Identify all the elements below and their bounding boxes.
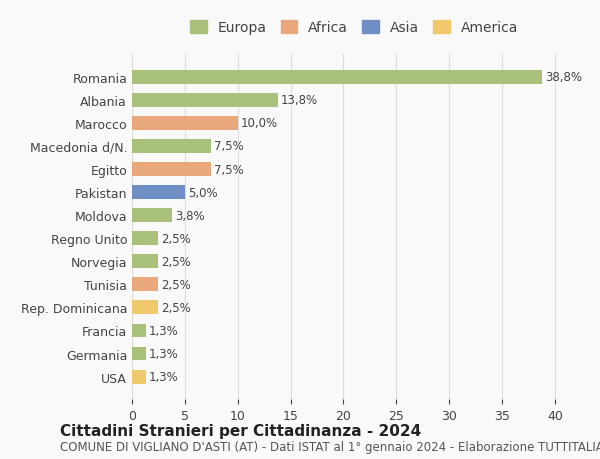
Text: 38,8%: 38,8% xyxy=(545,71,583,84)
Text: 2,5%: 2,5% xyxy=(161,301,191,314)
Bar xyxy=(132,94,278,107)
Bar xyxy=(132,140,211,154)
Text: Cittadini Stranieri per Cittadinanza - 2024: Cittadini Stranieri per Cittadinanza - 2… xyxy=(60,423,421,438)
Text: 2,5%: 2,5% xyxy=(161,278,191,291)
Text: 5,0%: 5,0% xyxy=(188,186,218,199)
Legend: Europa, Africa, Asia, America: Europa, Africa, Asia, America xyxy=(186,17,522,39)
Text: 1,3%: 1,3% xyxy=(149,347,179,360)
Text: 2,5%: 2,5% xyxy=(161,232,191,245)
Bar xyxy=(132,347,146,361)
Bar xyxy=(132,71,542,84)
Bar xyxy=(132,186,185,200)
Bar xyxy=(132,163,211,177)
Text: 1,3%: 1,3% xyxy=(149,370,179,383)
Text: 1,3%: 1,3% xyxy=(149,324,179,337)
Bar xyxy=(132,278,158,291)
Text: 2,5%: 2,5% xyxy=(161,255,191,268)
Bar xyxy=(132,255,158,269)
Bar xyxy=(132,324,146,338)
Bar xyxy=(132,370,146,384)
Text: 7,5%: 7,5% xyxy=(214,163,244,176)
Text: 10,0%: 10,0% xyxy=(241,117,278,130)
Bar xyxy=(132,232,158,246)
Bar xyxy=(132,209,172,223)
Text: 13,8%: 13,8% xyxy=(281,94,318,107)
Text: COMUNE DI VIGLIANO D'ASTI (AT) - Dati ISTAT al 1° gennaio 2024 - Elaborazione TU: COMUNE DI VIGLIANO D'ASTI (AT) - Dati IS… xyxy=(60,441,600,453)
Bar xyxy=(132,117,238,130)
Bar xyxy=(132,301,158,315)
Text: 7,5%: 7,5% xyxy=(214,140,244,153)
Text: 3,8%: 3,8% xyxy=(175,209,205,222)
